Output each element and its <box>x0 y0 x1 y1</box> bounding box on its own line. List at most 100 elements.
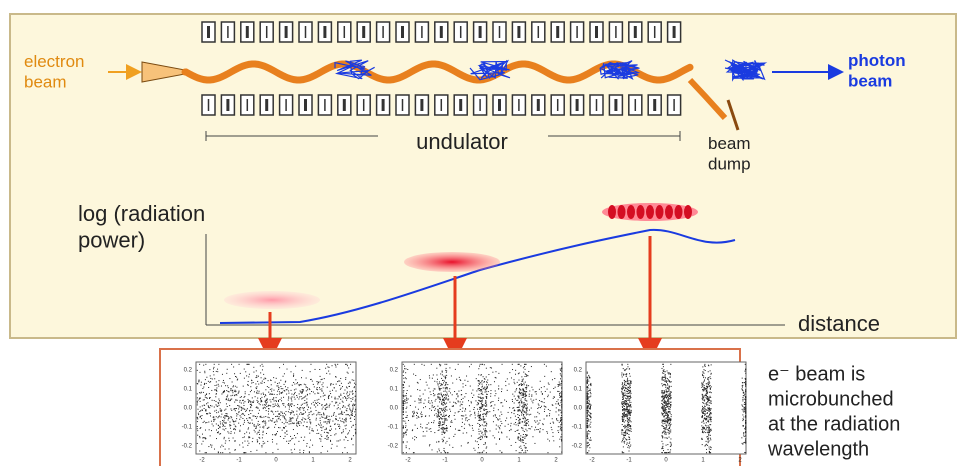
particle <box>452 383 453 384</box>
particle <box>499 428 500 429</box>
particle <box>561 376 562 377</box>
particle <box>515 442 516 443</box>
particle <box>484 431 485 432</box>
particle <box>433 390 434 391</box>
particle <box>523 372 524 373</box>
particle <box>709 447 710 448</box>
particle <box>667 372 668 373</box>
particle <box>439 364 440 365</box>
particle <box>242 408 243 409</box>
particle <box>480 431 481 432</box>
particle <box>486 416 487 417</box>
particle <box>424 436 425 437</box>
particle <box>336 391 337 392</box>
particle <box>590 385 591 386</box>
particle <box>355 396 356 397</box>
particle <box>484 425 485 426</box>
particle <box>525 395 526 396</box>
particle <box>487 380 488 381</box>
particle <box>403 435 404 436</box>
particle <box>547 452 548 453</box>
particle <box>590 422 591 423</box>
particle <box>263 431 264 432</box>
particle <box>288 393 289 394</box>
particle <box>499 439 500 440</box>
particle <box>321 427 322 428</box>
particle <box>320 418 321 419</box>
particle <box>237 400 238 401</box>
particle <box>498 409 499 410</box>
particle <box>587 379 588 380</box>
particle <box>288 443 289 444</box>
particle <box>706 427 707 428</box>
particle <box>287 404 288 405</box>
particle <box>708 384 709 385</box>
particle <box>343 421 344 422</box>
particle <box>338 414 339 415</box>
particle <box>624 410 625 411</box>
particle <box>705 409 706 410</box>
particle <box>199 380 200 381</box>
particle <box>214 389 215 390</box>
particle <box>443 422 444 423</box>
particle <box>485 400 486 401</box>
particle <box>624 406 625 407</box>
particle <box>285 422 286 423</box>
particle <box>528 421 529 422</box>
particle <box>319 425 320 426</box>
particle <box>340 395 341 396</box>
note-line: wavelength <box>767 438 869 460</box>
particle <box>279 413 280 414</box>
particle <box>446 406 447 407</box>
particle <box>296 419 297 420</box>
particle <box>348 432 349 433</box>
particle <box>627 447 628 448</box>
particle <box>709 392 710 393</box>
particle <box>626 405 627 406</box>
particle <box>552 418 553 419</box>
particle <box>236 418 237 419</box>
particle <box>287 434 288 435</box>
particle <box>422 427 423 428</box>
particle <box>325 409 326 410</box>
particle <box>663 411 664 412</box>
particle <box>477 416 478 417</box>
particle <box>623 396 624 397</box>
particle <box>710 452 711 453</box>
particle <box>350 398 351 399</box>
particle <box>486 384 487 385</box>
particle <box>525 382 526 383</box>
particle <box>702 444 703 445</box>
particle <box>219 427 220 428</box>
particle <box>665 419 666 420</box>
particle <box>347 372 348 373</box>
particle <box>251 390 252 391</box>
particle <box>708 420 709 421</box>
particle <box>406 447 407 448</box>
particle <box>708 432 709 433</box>
particle <box>512 401 513 402</box>
particle <box>440 364 441 365</box>
particle <box>668 409 669 410</box>
particle <box>259 438 260 439</box>
particle <box>244 369 245 370</box>
particle <box>521 411 522 412</box>
particle <box>709 405 710 406</box>
particle <box>351 439 352 440</box>
particle <box>669 386 670 387</box>
particle <box>321 430 322 431</box>
particle <box>588 381 589 382</box>
particle <box>274 422 275 423</box>
particle <box>317 383 318 384</box>
particle <box>352 372 353 373</box>
particle <box>624 422 625 423</box>
particle <box>551 371 552 372</box>
particle <box>556 418 557 419</box>
particle <box>664 412 665 413</box>
particle <box>517 400 518 401</box>
particle <box>484 413 485 414</box>
particle <box>318 382 319 383</box>
particle <box>486 425 487 426</box>
particle <box>241 403 242 404</box>
particle <box>200 406 201 407</box>
